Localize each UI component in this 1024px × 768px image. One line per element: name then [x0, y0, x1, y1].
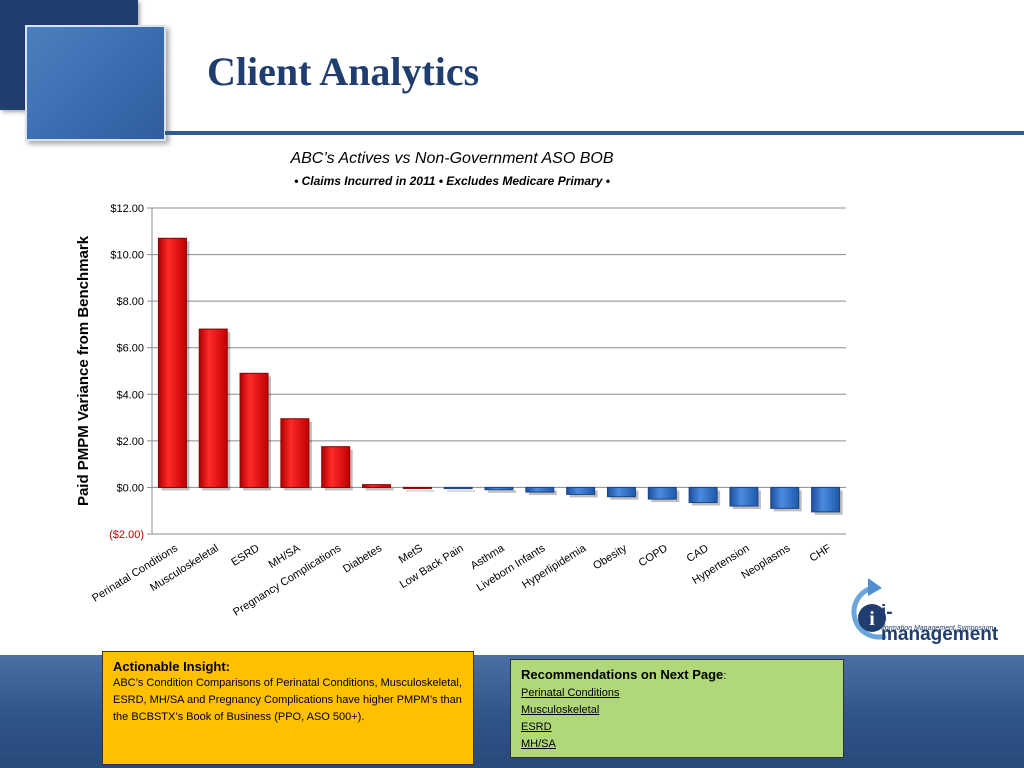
insight-heading: Actionable Insight:	[113, 659, 230, 674]
actionable-insight-box: Actionable Insight: ABC’s Condition Comp…	[102, 651, 474, 765]
bar	[402, 486, 432, 489]
bar-shadow	[528, 490, 557, 496]
y-tick-label: $12.00	[110, 203, 144, 215]
y-tick-label: ($2.00)	[109, 529, 144, 541]
bar	[484, 486, 514, 491]
y-tick-label: $4.00	[116, 389, 144, 401]
bar-shadow	[447, 490, 476, 492]
x-tick-label: CAD	[685, 542, 711, 565]
page-title: Client Analytics	[207, 49, 480, 94]
y-axis-label: Paid PMPM Variance from Benchmark	[75, 235, 92, 506]
recommendation-link[interactable]: Musculoskeletal	[521, 704, 600, 716]
recommendations-heading-row: Recommendations on Next Page:	[521, 666, 833, 685]
bar-shadow	[365, 487, 394, 491]
x-tick-label: Musculoskeletal	[148, 542, 221, 594]
bar	[811, 486, 841, 513]
logo-swirl-icon: i	[851, 578, 887, 640]
bar	[280, 418, 310, 488]
recommendation-link[interactable]: MH/SA	[521, 738, 556, 750]
x-tick-label: ESRD	[229, 542, 261, 568]
recommendations-colon: :	[723, 670, 727, 682]
y-tick-label: $8.00	[116, 296, 144, 308]
bar	[198, 328, 228, 488]
bar	[770, 486, 800, 509]
chart-subtitle: • Claims Incurred in 2011 • Excludes Med…	[294, 174, 610, 188]
bar-shadow	[488, 490, 516, 493]
i-management-logo: i i-management Information Management Sy…	[846, 568, 1006, 646]
x-tick-label: Liveborn Infants	[475, 542, 548, 594]
bar-chart: $12.00 $10.00 $8.00 $6.00 $4.00 $2.00 $0.00 ($2…	[75, 203, 846, 619]
bar-shadow	[406, 490, 435, 492]
x-tick-label: CHF	[808, 542, 834, 564]
bar	[443, 486, 473, 490]
x-tick-label: Obesity	[591, 542, 629, 572]
bar	[157, 237, 187, 488]
y-tick-label: $0.00	[116, 482, 144, 494]
bar	[525, 486, 555, 493]
x-tick-label: COPD	[637, 542, 670, 569]
recommendation-link[interactable]: Perinatal Conditions	[521, 687, 620, 699]
bar-layer	[157, 237, 843, 515]
y-tick-label: $10.00	[110, 250, 144, 262]
y-tick-label: $6.00	[116, 343, 144, 355]
svg-text:i: i	[869, 608, 875, 630]
bar	[688, 486, 718, 504]
bar	[239, 372, 269, 488]
logo-tagline: Information Management Symposium	[877, 625, 994, 632]
logo-wordmark: i-management	[881, 602, 999, 645]
bar	[606, 486, 636, 498]
x-tick-label: Diabetes	[341, 542, 385, 575]
bar	[321, 446, 351, 488]
y-tick-label: $2.00	[116, 436, 144, 448]
bar	[647, 486, 677, 500]
recommendations-heading: Recommendations on Next Page	[521, 667, 724, 682]
recommendation-link[interactable]: ESRD	[521, 721, 552, 733]
bar	[566, 486, 596, 495]
title-rule	[165, 131, 1024, 135]
chart-title: ABC’s Actives vs Non-Government ASO BOB	[290, 150, 614, 167]
recommendations-box: Recommendations on Next Page: Perinatal …	[510, 659, 844, 758]
bar	[729, 486, 759, 507]
bar	[362, 484, 392, 488]
decorative-square-front	[25, 25, 166, 141]
insight-body: ABC’s Condition Comparisons of Perinatal…	[113, 677, 462, 723]
x-tick-label: MetS	[397, 542, 425, 566]
